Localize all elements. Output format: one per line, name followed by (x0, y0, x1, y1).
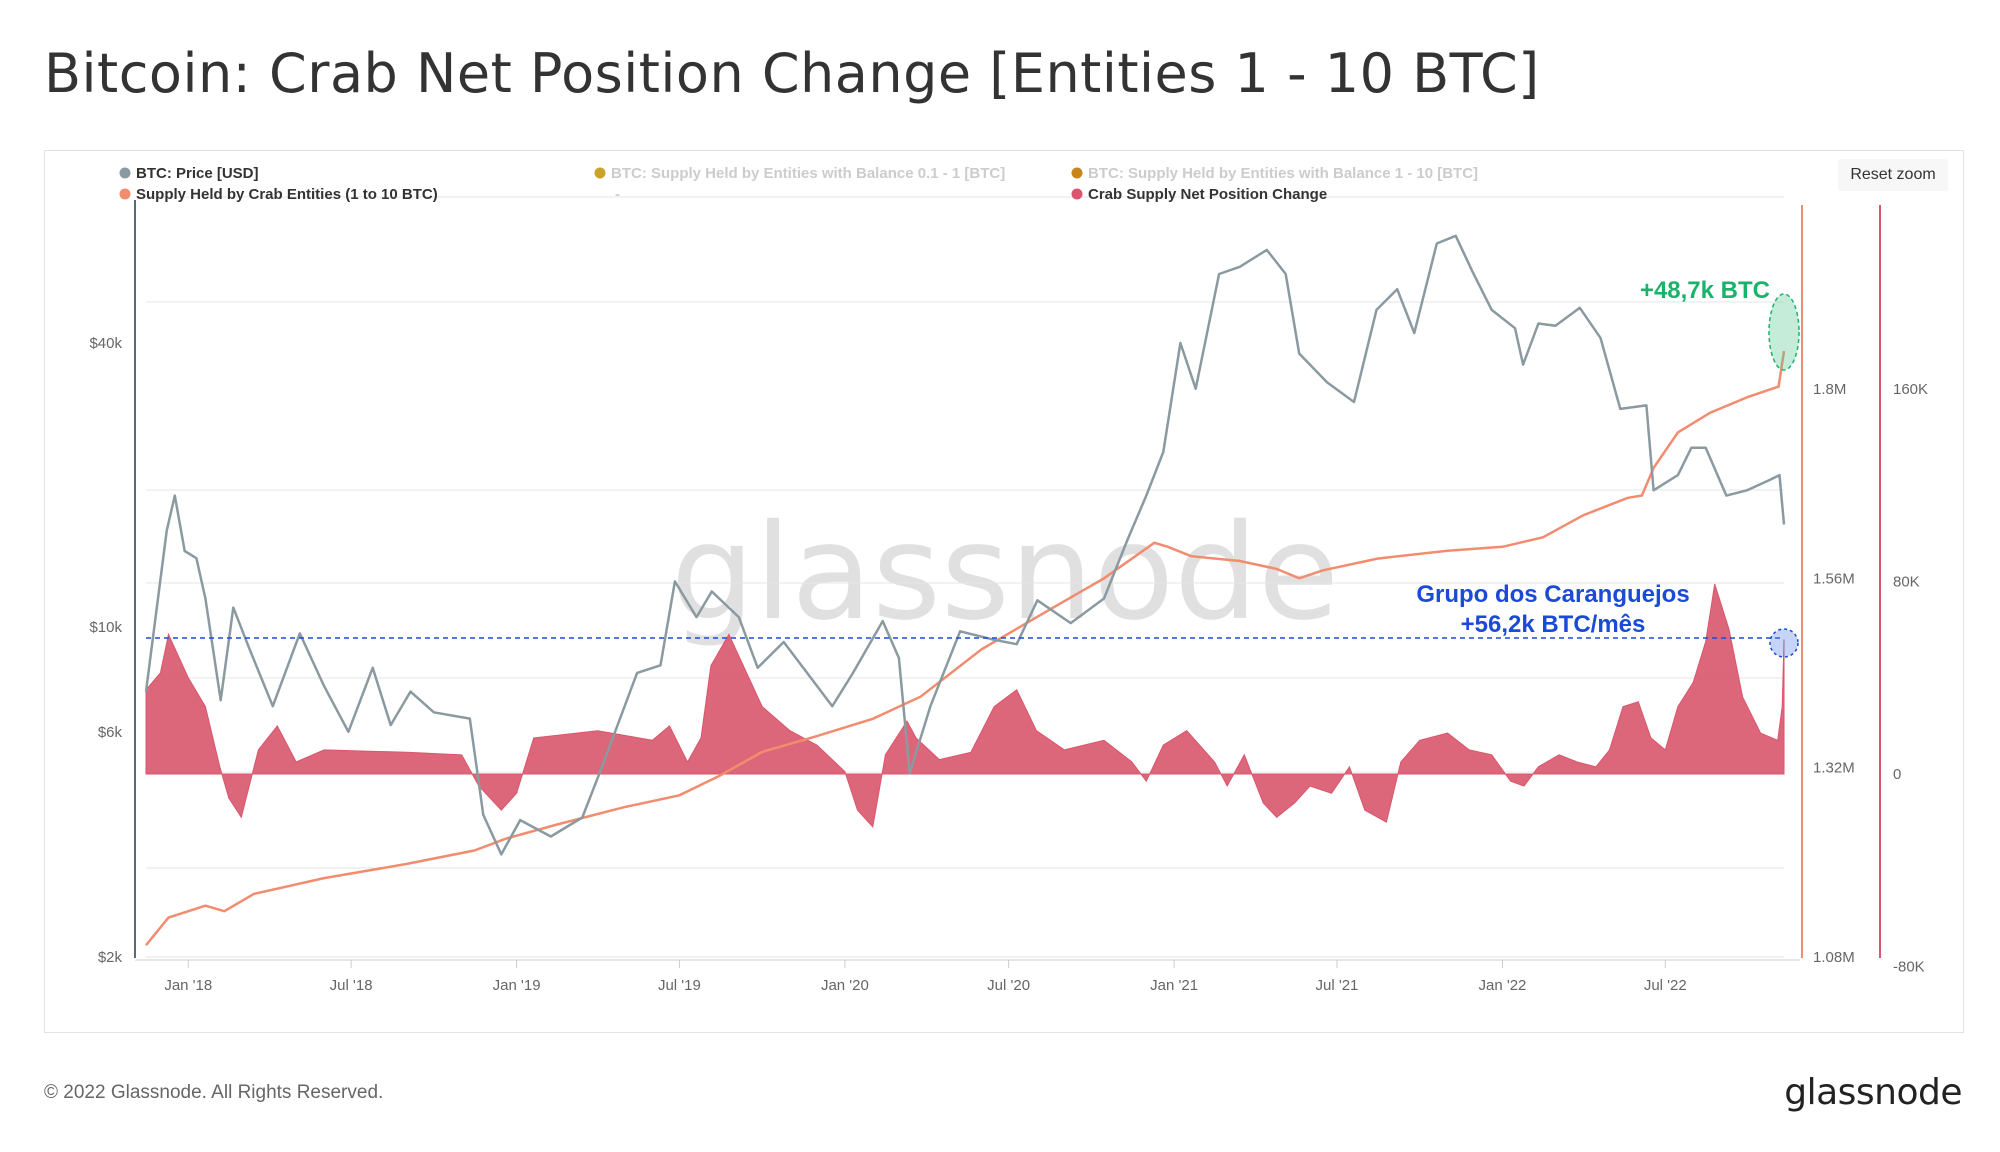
net-change-tick-label: -80K (1893, 959, 1925, 976)
footer-logo: glassnode (1784, 1072, 1962, 1113)
x-tick-label: Jan '21 (1150, 977, 1198, 994)
price-tick-label: $6k (98, 724, 123, 741)
legend-item[interactable]: BTC: Supply Held by Entities with Balanc… (1071, 165, 1479, 182)
supply-tick-label: 1.32M (1813, 760, 1855, 777)
price-line (144, 234, 1786, 856)
x-tick-label: Jan '18 (164, 977, 212, 994)
legend-label: BTC: Price [USD] (136, 165, 259, 182)
legend-marker (119, 167, 131, 179)
green-annotation: +48,7k BTC (1640, 277, 1770, 304)
x-tick-label: Jul '21 (1316, 977, 1359, 994)
legend-item[interactable]: Crab Supply Net Position Change (1071, 186, 1328, 203)
net-change-tick-label: 0 (1893, 766, 1901, 783)
legend-label: BTC: Supply Held by Entities with Balanc… (611, 165, 1005, 182)
price-tick-label: $40k (89, 335, 122, 352)
legend-item[interactable]: BTC: Supply Held by Entities with Balanc… (594, 165, 1006, 182)
legend: BTC: Price [USD] BTC: Supply Held by Enti… (119, 165, 1479, 203)
legend-item[interactable]: BTC: Price [USD] (119, 165, 259, 182)
supply-line (145, 350, 1786, 946)
net-change-area (145, 583, 1785, 828)
x-tick-label: Jul '20 (987, 977, 1030, 994)
price-tick-label: $2k (98, 949, 123, 966)
reset-zoom-button[interactable]: Reset zoom (1838, 159, 1948, 191)
supply-tick-label: 1.8M (1813, 381, 1846, 398)
chart-frame (44, 150, 1964, 1033)
blue-annotation-line1: Grupo dos Caranguejos (1416, 581, 1689, 608)
x-tick-label: Jan '22 (1479, 977, 1527, 994)
legend-label: BTC: Supply Held by Entities with Balanc… (1088, 165, 1478, 182)
supply-tick-label: 1.08M (1813, 949, 1855, 966)
net-change-tick-label: 160K (1893, 381, 1928, 398)
blue-circle-marker (1769, 628, 1799, 658)
annotations: +48,7k BTC Grupo dos Caranguejos +56,2k … (146, 277, 1800, 658)
legend-marker (1071, 188, 1083, 200)
legend-marker (594, 167, 606, 179)
supply-series (145, 350, 1786, 946)
legend-item[interactable]: - (615, 186, 620, 203)
x-tick-label: Jul '22 (1644, 977, 1687, 994)
legend-marker (119, 188, 131, 200)
watermark: glassnode (671, 496, 1339, 650)
legend-label: Supply Held by Crab Entities (1 to 10 BT… (136, 186, 438, 203)
legend-label: - (615, 186, 620, 203)
page-title: Bitcoin: Crab Net Position Change [Entit… (44, 42, 1540, 105)
axes: $2k $6k $10k $40k 1.08M 1.32M 1.56M 1.8M -80K 0 80… (89, 200, 1928, 994)
footer-copyright: © 2022 Glassnode. All Rights Reserved. (44, 1082, 384, 1103)
x-tick-label: Jul '18 (330, 977, 373, 994)
x-tick-label: Jan '20 (821, 977, 869, 994)
x-tick-label: Jul '19 (658, 977, 701, 994)
supply-tick-label: 1.56M (1813, 570, 1855, 587)
legend-item[interactable]: Supply Held by Crab Entities (1 to 10 BT… (119, 186, 438, 203)
legend-label: Crab Supply Net Position Change (1088, 186, 1327, 203)
net-change-tick-label: 80K (1893, 574, 1920, 591)
legend-marker (1071, 167, 1083, 179)
x-tick-label: Jan '19 (493, 977, 541, 994)
net-change-series (145, 583, 1785, 828)
green-ellipse-marker (1768, 293, 1800, 371)
price-tick-label: $10k (89, 619, 122, 636)
price-series (144, 234, 1786, 856)
blue-annotation-line2: +56,2k BTC/mês (1461, 611, 1646, 638)
